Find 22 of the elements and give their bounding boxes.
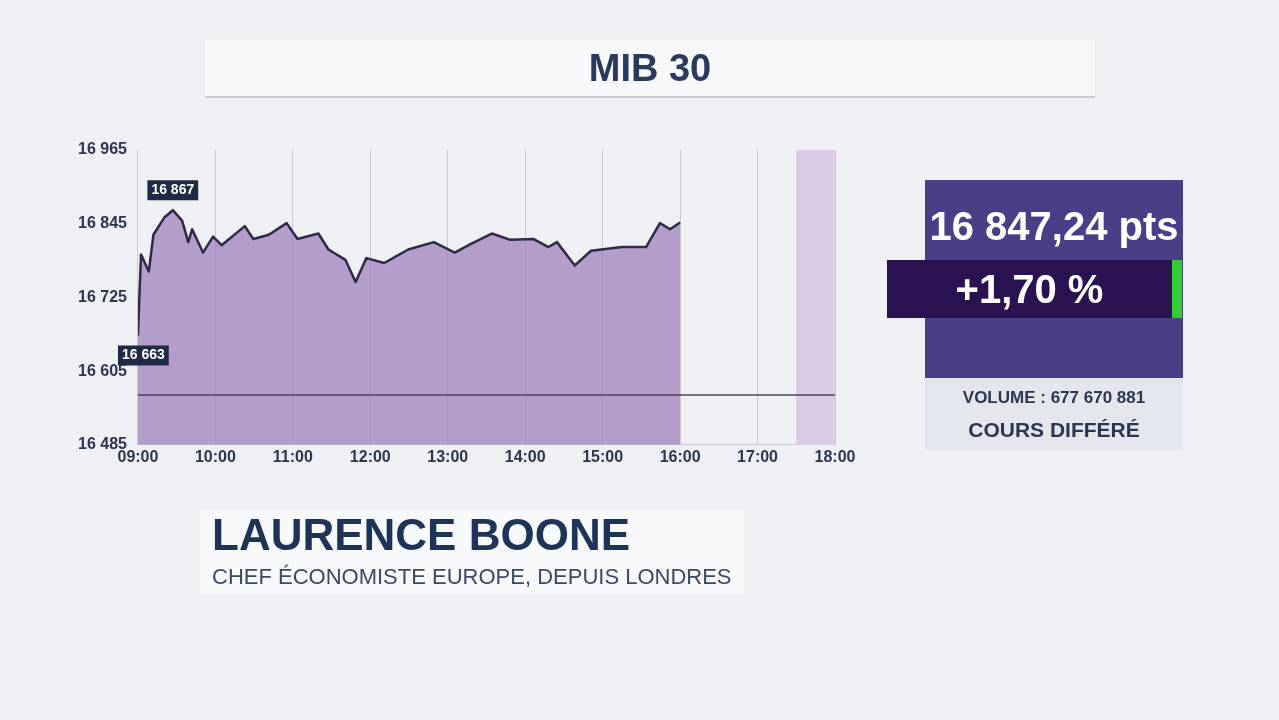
text: LAURENCE BOONE [200,510,744,560]
chart-title: MIB 30 [205,40,1095,98]
x-tick-label: 16:00 [659,447,701,465]
x-tick-label: 15:00 [582,447,624,465]
y-tick-label: 16 845 [78,214,128,232]
y-tick-label: 16 965 [78,140,128,158]
x-tick-label: 14:00 [504,447,546,465]
text: VOLUME : 677 670 881 [925,378,1183,408]
annotation: 16 867 [151,181,195,198]
x-tick-label: 12:00 [349,447,391,465]
x-tick-label: 11:00 [272,447,313,465]
x-tick-label: 17:00 [737,447,779,465]
text: 16 847,24 pts [925,180,1183,260]
text: +1,70 % [887,260,1182,318]
y-tick-label: 16 725 [78,287,128,305]
x-tick-label: 18:00 [814,447,856,465]
y-tick-label: 16 605 [78,361,128,379]
x-tick-label: 13:00 [427,447,469,465]
annotation: 16 663 [121,346,165,363]
text: COURS DIFFÉRÉ [925,408,1183,450]
x-tick-label: 10:00 [194,447,236,465]
text: CHEF ÉCONOMISTE EUROPE, DEPUIS LONDRES [200,560,744,594]
